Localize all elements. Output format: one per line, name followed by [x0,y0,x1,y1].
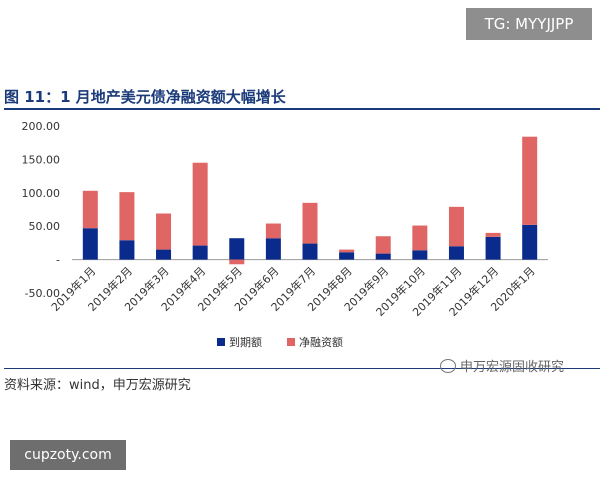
legend-label-net-financing: 净融资额 [299,335,343,349]
legend-swatch-maturity [217,338,225,346]
bar-net-financing [412,225,428,251]
bar-net-financing [485,232,501,237]
bar-maturity [375,253,391,260]
legend-swatch-net-financing [287,338,295,346]
bar-net-financing [229,259,245,265]
bar-net-financing [522,136,538,225]
tg-badge: TG: MYYJJPP [466,8,592,40]
bar-net-financing [448,206,464,247]
bar-maturity [522,224,538,260]
bar-maturity [229,238,245,260]
bar-net-financing [265,223,281,239]
bar-net-financing [192,162,208,246]
bar-maturity [156,249,172,260]
bar-maturity [119,240,135,260]
y-tick-label: -50.00 [25,287,60,300]
y-tick-label: - [56,254,60,267]
y-tick-label: 100.00 [22,187,61,200]
watermark-text: 申万宏源固收研究 [460,360,565,375]
bar-net-financing [156,213,172,250]
legend-label-maturity: 到期额 [229,336,262,349]
bar-maturity [265,238,281,260]
figure-title: 图 11：1 月地产美元债净融资额大幅增长 [4,88,286,106]
source-note: 资料来源：wind，申万宏源研究 [4,378,191,393]
bar-maturity [448,246,464,260]
y-tick-label: 150.00 [22,153,61,166]
title-rule [4,108,600,110]
y-tick-label: 50.00 [29,220,61,233]
bar-maturity [412,250,428,260]
chart: 200.00150.00100.0050.00--50.002019年1月201… [22,120,548,349]
watermark: 申万宏源固收研究 [440,356,564,375]
wechat-icon [440,358,456,373]
bar-net-financing [119,192,135,241]
bar-net-financing [82,190,98,229]
bar-net-financing [375,236,391,254]
bar-maturity [192,245,208,260]
bar-maturity [339,252,355,260]
bar-net-financing [339,249,355,253]
bar-maturity [302,243,318,260]
site-badge: cupzoty.com [10,440,126,470]
bar-maturity [485,236,501,260]
bar-maturity [82,228,98,260]
bottom-rule [4,368,600,369]
y-tick-label: 200.00 [22,120,61,133]
bar-net-financing [302,202,318,244]
